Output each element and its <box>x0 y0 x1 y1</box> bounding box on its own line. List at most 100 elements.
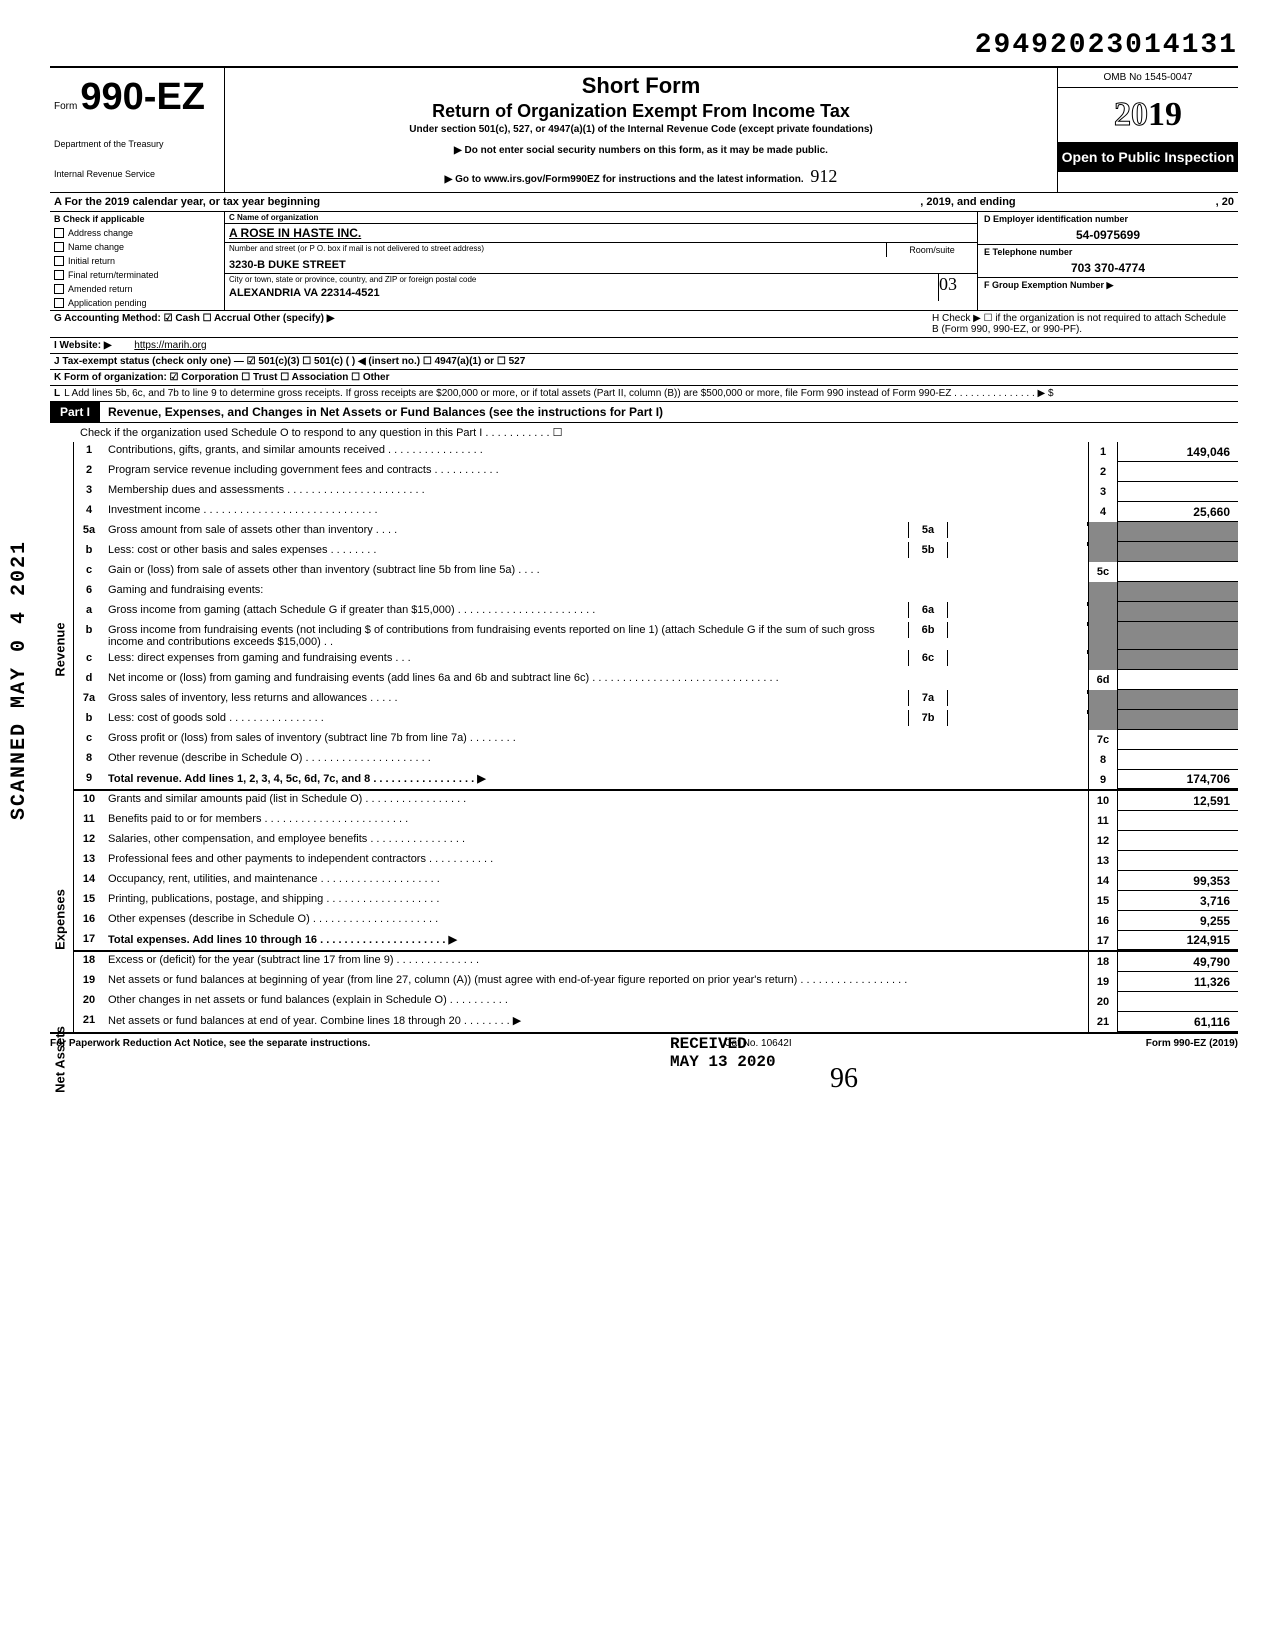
stamp-received: RECEIVED <box>670 1035 776 1053</box>
line-num: 18 <box>74 952 104 968</box>
line-num: 3 <box>74 482 104 498</box>
line-20: 20Other changes in net assets or fund ba… <box>74 992 1238 1012</box>
right-num: 18 <box>1088 952 1118 972</box>
footer-left: For Paperwork Reduction Act Notice, see … <box>50 1038 370 1049</box>
line-10: 10Grants and similar amounts paid (list … <box>74 791 1238 811</box>
dept-treasury: Department of the Treasury <box>54 139 220 149</box>
line-7a: 7aGross sales of inventory, less returns… <box>74 690 1238 710</box>
chk-initial-return[interactable]: Initial return <box>50 254 224 268</box>
right-num: 2 <box>1088 462 1118 482</box>
line-15: 15Printing, publications, postage, and s… <box>74 891 1238 911</box>
right-num: 7c <box>1088 730 1118 750</box>
title-note1: ▶ Do not enter social security numbers o… <box>233 145 1049 156</box>
line-desc: Occupancy, rent, utilities, and maintena… <box>104 871 1088 887</box>
mid-val <box>948 602 1088 606</box>
line-12: 12Salaries, other compensation, and empl… <box>74 831 1238 851</box>
right-val-shade <box>1118 650 1238 670</box>
chk-name-change[interactable]: Name change <box>50 240 224 254</box>
right-val: 149,046 <box>1118 442 1238 462</box>
line-num: 7a <box>74 690 104 706</box>
year-outline: 20 <box>1114 96 1148 133</box>
part1-note: Check if the organization used Schedule … <box>50 423 1238 442</box>
right-val-shade <box>1118 542 1238 562</box>
line-a-pre: A For the 2019 calendar year, or tax yea… <box>54 196 320 208</box>
line-num: 17 <box>74 931 104 947</box>
line-num: 21 <box>74 1012 104 1028</box>
title-sub: Return of Organization Exempt From Incom… <box>233 101 1049 122</box>
line-c: cLess: direct expenses from gaming and f… <box>74 650 1238 670</box>
form-number-box: Form 990-EZ Department of the Treasury I… <box>50 68 225 192</box>
line-num: 4 <box>74 502 104 518</box>
dept-irs: Internal Revenue Service <box>54 169 220 179</box>
handwritten-912: 912 <box>810 166 837 186</box>
chk-label: Final return/terminated <box>68 270 159 280</box>
tab-expenses: Expenses <box>53 880 68 960</box>
right-val-shade <box>1118 622 1238 650</box>
right-val: 12,591 <box>1118 791 1238 811</box>
line-desc: Gross profit or (loss) from sales of inv… <box>104 730 1088 746</box>
line-num: 13 <box>74 851 104 867</box>
mid-num: 5b <box>908 542 948 558</box>
line-desc: Gross income from fundraising events (no… <box>104 622 908 650</box>
chk-label: Address change <box>68 228 133 238</box>
title-box: Short Form Return of Organization Exempt… <box>225 68 1058 192</box>
line-b: bLess: cost or other basis and sales exp… <box>74 542 1238 562</box>
line-k: K Form of organization: ☑ Corporation ☐ … <box>50 370 1238 386</box>
line-desc: Gain or (loss) from sale of assets other… <box>104 562 1088 578</box>
line-desc: Less: cost of goods sold . . . . . . . .… <box>104 710 908 726</box>
line-g: G Accounting Method: ☑ Cash ☐ Accrual Ot… <box>50 311 928 337</box>
line-6: 6Gaming and fundraising events: <box>74 582 1238 602</box>
line-num: 20 <box>74 992 104 1008</box>
line-desc: Gross amount from sale of assets other t… <box>104 522 908 538</box>
line-num: 19 <box>74 972 104 988</box>
line-num: 15 <box>74 891 104 907</box>
form-prefix: Form <box>54 101 77 112</box>
street-address: 3230-B DUKE STREET <box>225 257 977 274</box>
right-shade <box>1088 522 1118 542</box>
right-val: 11,326 <box>1118 972 1238 992</box>
line-num: 14 <box>74 871 104 887</box>
title-main: Short Form <box>233 73 1049 99</box>
chk-pending[interactable]: Application pending <box>50 296 224 310</box>
line-desc: Net income or (loss) from gaming and fun… <box>104 670 1088 686</box>
line-num: b <box>74 710 104 726</box>
line-a-mid: , 2019, and ending <box>920 196 1015 208</box>
stamp-date: MAY 13 2020 <box>670 1053 776 1071</box>
mid-num: 7b <box>908 710 948 726</box>
right-val-shade <box>1118 582 1238 602</box>
right-num: 15 <box>1088 891 1118 911</box>
line-desc: Less: cost or other basis and sales expe… <box>104 542 908 558</box>
chk-amended[interactable]: Amended return <box>50 282 224 296</box>
section-tabs: Revenue Expenses Net Assets <box>50 442 74 1032</box>
right-num: 3 <box>1088 482 1118 502</box>
tab-netassets: Net Assets <box>53 1020 68 1100</box>
line-num: a <box>74 602 104 618</box>
part1-title: Revenue, Expenses, and Changes in Net As… <box>100 405 663 419</box>
line-desc: Excess or (deficit) for the year (subtra… <box>104 952 1088 968</box>
line-num: c <box>74 650 104 666</box>
mid-val <box>948 542 1088 546</box>
mid-num: 6a <box>908 602 948 618</box>
line-desc: Total expenses. Add lines 10 through 16 … <box>104 931 1088 948</box>
chk-address-change[interactable]: Address change <box>50 226 224 240</box>
line-num: 2 <box>74 462 104 478</box>
right-shade <box>1088 690 1118 710</box>
right-num: 16 <box>1088 911 1118 931</box>
title-note2-text: ▶ Go to www.irs.gov/Form990EZ for instru… <box>445 174 804 185</box>
line-desc: Investment income . . . . . . . . . . . … <box>104 502 1088 518</box>
chk-label: Application pending <box>68 298 147 308</box>
ein-value: 54-0975699 <box>984 224 1232 242</box>
line-17: 17Total expenses. Add lines 10 through 1… <box>74 931 1238 952</box>
right-val: 61,116 <box>1118 1012 1238 1032</box>
right-val <box>1118 730 1238 750</box>
mid-num: 6b <box>908 622 948 638</box>
line-g-h: G Accounting Method: ☑ Cash ☐ Accrual Ot… <box>50 311 1238 338</box>
right-val <box>1118 992 1238 1012</box>
mid-num: 5a <box>908 522 948 538</box>
right-shade <box>1088 650 1118 670</box>
right-num: 19 <box>1088 972 1118 992</box>
line-a: aGross income from gaming (attach Schedu… <box>74 602 1238 622</box>
chk-final-return[interactable]: Final return/terminated <box>50 268 224 282</box>
right-shade <box>1088 710 1118 730</box>
line-21: 21Net assets or fund balances at end of … <box>74 1012 1238 1032</box>
